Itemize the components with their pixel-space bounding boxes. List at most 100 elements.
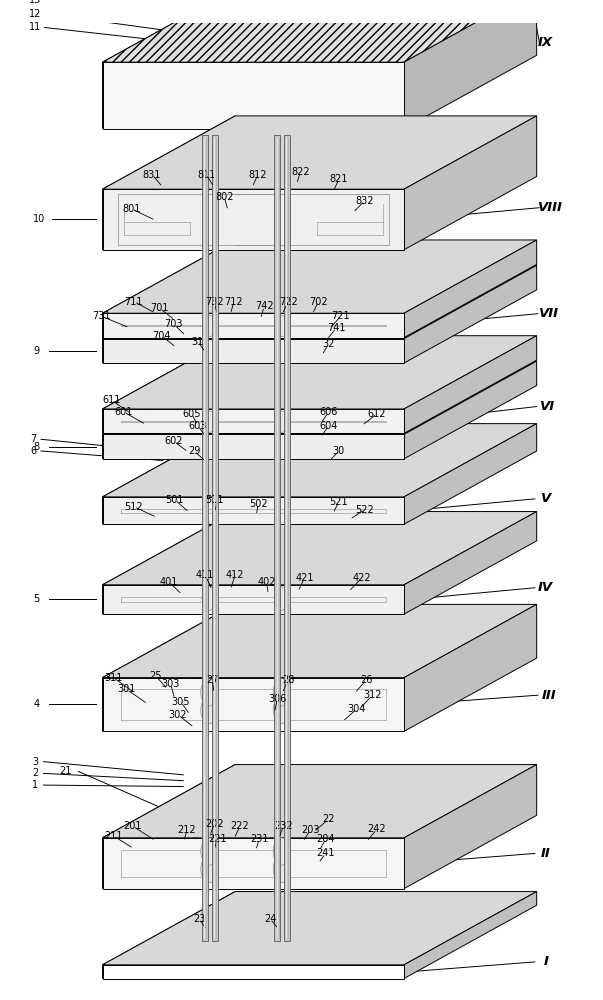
Text: 402: 402: [257, 577, 276, 587]
Text: IV: IV: [538, 581, 554, 594]
Polygon shape: [103, 361, 537, 434]
Text: 605: 605: [183, 409, 201, 419]
Text: 821: 821: [330, 174, 348, 184]
Text: 831: 831: [143, 170, 161, 180]
Text: 302: 302: [169, 710, 187, 720]
Polygon shape: [404, 0, 537, 129]
Text: 612: 612: [368, 409, 386, 419]
Polygon shape: [103, 240, 235, 338]
Text: 312: 312: [364, 690, 382, 700]
Polygon shape: [103, 838, 404, 889]
Text: 731: 731: [92, 311, 110, 321]
Text: 241: 241: [317, 848, 335, 858]
Polygon shape: [103, 424, 537, 497]
Text: V: V: [541, 492, 551, 505]
Text: 802: 802: [215, 192, 233, 202]
Polygon shape: [103, 512, 537, 585]
Polygon shape: [404, 604, 537, 731]
Polygon shape: [103, 965, 404, 979]
Text: VI: VI: [540, 400, 555, 413]
Circle shape: [203, 315, 216, 337]
Bar: [202, 135, 208, 941]
Text: 201: 201: [124, 821, 142, 831]
Text: 8: 8: [33, 442, 39, 452]
Bar: [274, 135, 280, 941]
Polygon shape: [103, 336, 235, 433]
Text: 222: 222: [230, 821, 250, 831]
Text: 203: 203: [302, 825, 320, 835]
Text: 32: 32: [323, 339, 335, 349]
Polygon shape: [404, 361, 537, 459]
Polygon shape: [103, 265, 235, 363]
Text: 26: 26: [361, 675, 373, 685]
Text: 812: 812: [249, 170, 267, 180]
Text: 311: 311: [104, 673, 122, 683]
Polygon shape: [103, 339, 404, 363]
Text: 7: 7: [30, 434, 36, 444]
Text: 30: 30: [333, 446, 345, 456]
Polygon shape: [103, 892, 235, 979]
Text: 701: 701: [151, 303, 169, 313]
Text: 24: 24: [264, 914, 276, 924]
Polygon shape: [103, 497, 404, 524]
Polygon shape: [103, 189, 404, 250]
Text: 31: 31: [192, 337, 204, 347]
Polygon shape: [404, 892, 537, 979]
Text: 421: 421: [295, 573, 314, 583]
Text: 204: 204: [317, 834, 335, 844]
Text: 606: 606: [320, 407, 338, 417]
Text: 3: 3: [32, 757, 38, 767]
Text: 811: 811: [197, 170, 215, 180]
Text: 4: 4: [33, 699, 39, 709]
Polygon shape: [103, 313, 404, 338]
Text: 1: 1: [32, 780, 38, 790]
Text: 721: 721: [332, 311, 350, 321]
Polygon shape: [103, 604, 235, 731]
Text: 232: 232: [274, 821, 292, 831]
Text: 703: 703: [165, 319, 183, 329]
Bar: [274, 135, 280, 941]
Polygon shape: [103, 678, 404, 731]
Circle shape: [273, 838, 290, 865]
Text: I: I: [543, 955, 548, 968]
Text: 401: 401: [160, 577, 178, 587]
Polygon shape: [103, 116, 235, 250]
Polygon shape: [103, 0, 235, 129]
Text: 212: 212: [178, 825, 196, 835]
Polygon shape: [103, 424, 235, 524]
Text: 604: 604: [320, 421, 338, 431]
Text: 711: 711: [125, 297, 143, 307]
Polygon shape: [103, 62, 404, 129]
Polygon shape: [404, 765, 537, 889]
Polygon shape: [404, 116, 537, 250]
Text: 602: 602: [165, 436, 183, 446]
Polygon shape: [103, 585, 404, 614]
Text: 28: 28: [282, 675, 294, 685]
Polygon shape: [103, 765, 235, 889]
Text: 202: 202: [205, 819, 223, 829]
Polygon shape: [404, 424, 537, 524]
Text: 704: 704: [153, 331, 171, 341]
Polygon shape: [103, 434, 404, 459]
Text: 712: 712: [225, 297, 243, 307]
Text: 412: 412: [226, 570, 244, 580]
Text: IX: IX: [538, 36, 554, 49]
Polygon shape: [103, 336, 537, 409]
Text: 411: 411: [196, 570, 214, 580]
Text: 5: 5: [33, 594, 39, 604]
Circle shape: [203, 411, 216, 432]
Bar: [284, 135, 290, 941]
Text: 732: 732: [205, 297, 223, 307]
Text: 27: 27: [206, 675, 218, 685]
Bar: [202, 135, 208, 941]
Text: 601: 601: [115, 407, 133, 417]
Circle shape: [201, 838, 218, 865]
Text: 11: 11: [29, 22, 41, 32]
Text: 303: 303: [162, 679, 180, 689]
Text: III: III: [541, 689, 556, 702]
Circle shape: [275, 411, 288, 432]
Circle shape: [201, 679, 218, 706]
Text: 22: 22: [323, 814, 335, 824]
Polygon shape: [103, 604, 537, 678]
Text: 522: 522: [355, 505, 374, 515]
